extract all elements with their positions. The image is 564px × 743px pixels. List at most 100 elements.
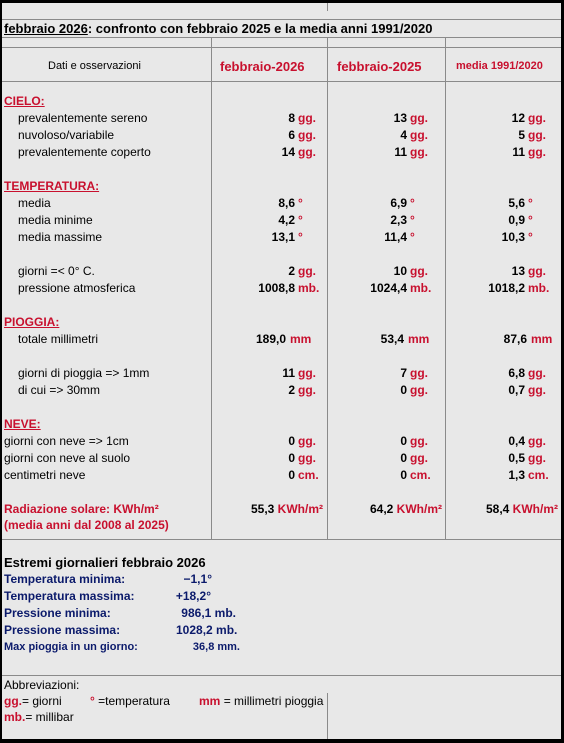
column-divider <box>445 37 446 540</box>
table-row: di cui => 30mm 2 gg. 0 gg. 0,7 gg. <box>2 382 561 399</box>
row-label: prevalentemente coperto <box>18 145 151 159</box>
row-label: di cui => 30mm <box>18 383 101 397</box>
gridline <box>2 539 561 540</box>
table-row: giorni con neve => 1cm 0 gg. 0 gg. 0,4 gg. <box>2 433 561 450</box>
unit-2025: ° <box>410 196 415 210</box>
unit-2025: gg. <box>410 451 428 465</box>
value-media: 1018,2 <box>488 281 525 295</box>
value-media: 12 <box>511 111 525 125</box>
column-divider <box>327 693 328 739</box>
estremi-row: Pressione minima: 986,1 mb. <box>2 605 561 622</box>
unit-2026: mm <box>290 332 312 346</box>
table-row: giorni con neve al suolo 0 gg. 0 gg. 0,5 gg. <box>2 450 561 467</box>
unit-media: ° <box>528 213 533 227</box>
unit-2025: gg. <box>410 128 428 142</box>
column-divider <box>211 37 212 540</box>
header-col3: media 1991/2020 <box>456 60 543 72</box>
table-row: pressione atmosferica 1008,8 mb. 1024,4 mb. 1… <box>2 280 561 297</box>
unit-media: gg. <box>528 128 546 142</box>
unit-2025: mm <box>408 332 430 346</box>
gridline <box>2 19 561 20</box>
section-title: NEVE: <box>4 417 41 431</box>
unit-media: mb. <box>528 281 550 295</box>
unit-media: cm. <box>528 468 549 482</box>
unit-2025: gg. <box>410 383 428 397</box>
value-media: 13 <box>511 264 525 278</box>
estremi-value: −1,1° <box>183 572 213 586</box>
unit-media: ° <box>528 230 533 244</box>
unit-media: gg. <box>528 434 546 448</box>
value-media: 1,3 <box>508 468 525 482</box>
gridline <box>2 47 561 48</box>
row-label: giorni di pioggia => 1mm <box>18 366 150 380</box>
estremi-row: Temperatura massima: +18,2° <box>2 588 561 605</box>
value-media: 0,4 <box>508 434 525 448</box>
unit-2026: ° <box>298 213 303 227</box>
title-row: febbraio 2026: confronto con febbraio 20… <box>2 20 561 37</box>
unit-2026: gg. <box>298 434 316 448</box>
value-2025: 7 <box>400 366 407 380</box>
unit-2025: ° <box>410 230 415 244</box>
row-label: centimetri neve <box>4 468 86 482</box>
estremi-value: 1028,2 mb. <box>176 623 238 637</box>
value-2026: 13,1 <box>271 230 295 244</box>
section-neve: NEVE: <box>2 416 561 433</box>
gridline <box>2 37 561 38</box>
value-2026: 2 <box>288 383 295 397</box>
radiazione-note: (media anni dal 2008 al 2025) <box>4 518 169 532</box>
radiazione-row: Radiazione solare: KWh/m² 55,3 KWh/m² 64… <box>2 501 561 518</box>
estremi-title-row: Estremi giornalieri febbraio 2026 <box>2 554 561 571</box>
estremi-label: Max pioggia in un giorno: <box>4 641 138 653</box>
value-media: 5,6 <box>508 196 525 210</box>
unit-media: gg. <box>528 383 546 397</box>
section-cielo: CIELO: <box>2 93 561 110</box>
row-label: prevalentemente sereno <box>18 111 148 125</box>
row-label: media massime <box>18 230 103 244</box>
unit-2025: gg. <box>410 145 428 159</box>
value-2025: 11 <box>394 145 407 159</box>
value-2026: 8 <box>288 111 295 125</box>
row-label: giorni con neve al suolo <box>4 451 131 465</box>
abbr-gg: gg.= giorni <box>4 694 62 708</box>
radiazione-value-2026: 55,3 KWh/m² <box>250 502 323 516</box>
abbr-row-1: gg.= giorni ° =temperatura mm = millimet… <box>2 693 561 710</box>
abbr-mb: mb.= millibar <box>4 710 74 724</box>
unit-2026: cm. <box>298 468 319 482</box>
value-media: 0,9 <box>508 213 525 227</box>
value-2025: 0 <box>400 383 407 397</box>
unit-2025: gg. <box>410 366 428 380</box>
value-2026: 0 <box>288 451 295 465</box>
estremi-label: Temperatura massima: <box>4 589 135 603</box>
value-media: 10,3 <box>501 230 525 244</box>
column-divider <box>327 3 328 11</box>
row-label: giorni con neve => 1cm <box>4 434 129 448</box>
value-2025: 4 <box>400 128 407 142</box>
table-row: centimetri neve 0 cm. 0 cm. 1,3 cm. <box>2 467 561 484</box>
estremi-row: Temperatura minima: −1,1° <box>2 571 561 588</box>
table-row: giorni di pioggia => 1mm 11 gg. 7 gg. 6,8 gg. <box>2 365 561 382</box>
value-2025: 10 <box>393 264 407 278</box>
value-2025: 1024,4 <box>370 281 407 295</box>
row-label: media <box>18 196 51 210</box>
unit-2025: cm. <box>410 468 431 482</box>
estremi-label: Pressione minima: <box>4 606 111 620</box>
unit-2026: gg. <box>298 145 316 159</box>
value-2026: 6 <box>288 128 295 142</box>
estremi-value: +18,2° <box>175 589 211 603</box>
section-temperatura: TEMPERATURA: <box>2 178 561 195</box>
value-2025: 0 <box>400 434 407 448</box>
unit-2025: ° <box>410 213 415 227</box>
value-2025: 53,4 <box>380 332 404 346</box>
unit-2025: mb. <box>410 281 432 295</box>
table-row: media minime 4,2 ° 2,3 ° 0,9 ° <box>2 212 561 229</box>
radiazione-value-media: 58,4 KWh/m² <box>485 502 558 516</box>
value-2026: 0 <box>288 434 295 448</box>
abbr-title-row: Abbreviazioni: <box>2 677 561 694</box>
value-2026: 11 <box>282 366 295 380</box>
unit-media: gg. <box>528 264 546 278</box>
value-2026: 0 <box>288 468 295 482</box>
unit-media: ° <box>528 196 533 210</box>
value-2025: 6,9 <box>390 196 407 210</box>
value-media: 87,6 <box>503 332 527 346</box>
